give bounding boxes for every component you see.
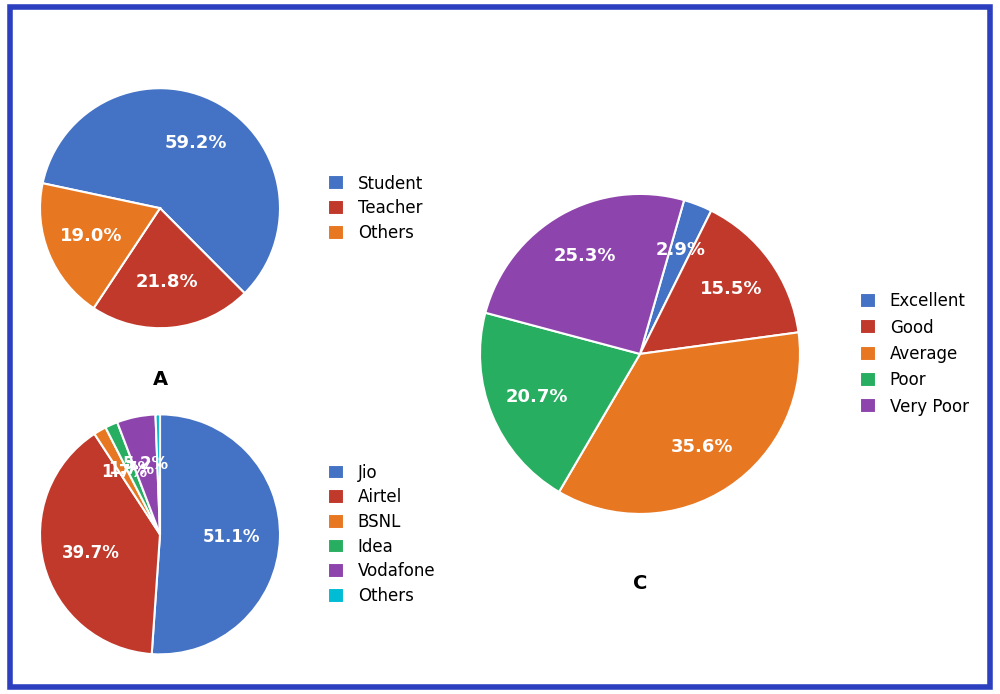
Text: 39.7%: 39.7% xyxy=(61,543,119,561)
Wedge shape xyxy=(640,200,711,354)
Wedge shape xyxy=(559,332,800,514)
Wedge shape xyxy=(40,183,160,308)
Text: 35.6%: 35.6% xyxy=(671,438,733,456)
Wedge shape xyxy=(43,88,280,294)
Wedge shape xyxy=(480,313,640,492)
Legend: Jio, Airtel, BSNL, Idea, Vodafone, Others: Jio, Airtel, BSNL, Idea, Vodafone, Other… xyxy=(324,460,439,609)
Wedge shape xyxy=(155,414,160,534)
Wedge shape xyxy=(152,414,280,654)
Text: 51.1%: 51.1% xyxy=(203,528,261,546)
Text: C: C xyxy=(633,574,647,593)
Legend: Excellent, Good, Average, Poor, Very Poor: Excellent, Good, Average, Poor, Very Poo… xyxy=(856,289,972,419)
Text: 21.8%: 21.8% xyxy=(136,273,199,291)
Text: 20.7%: 20.7% xyxy=(505,387,568,405)
Text: 15.5%: 15.5% xyxy=(700,280,762,298)
Text: 19.0%: 19.0% xyxy=(60,228,122,245)
Wedge shape xyxy=(106,422,160,534)
Legend: Student, Teacher, Others: Student, Teacher, Others xyxy=(324,171,426,245)
Wedge shape xyxy=(94,208,245,328)
Text: 1.7%: 1.7% xyxy=(101,463,147,481)
Wedge shape xyxy=(485,194,684,354)
Wedge shape xyxy=(94,428,160,534)
Text: 2.9%: 2.9% xyxy=(656,241,706,259)
Wedge shape xyxy=(117,414,160,534)
Wedge shape xyxy=(640,211,799,354)
Text: A: A xyxy=(152,370,168,389)
Text: 1.7%: 1.7% xyxy=(108,459,154,477)
Text: 25.3%: 25.3% xyxy=(554,248,616,266)
Text: 5.2%: 5.2% xyxy=(123,455,169,473)
Text: 59.2%: 59.2% xyxy=(164,134,227,152)
Wedge shape xyxy=(40,434,160,654)
